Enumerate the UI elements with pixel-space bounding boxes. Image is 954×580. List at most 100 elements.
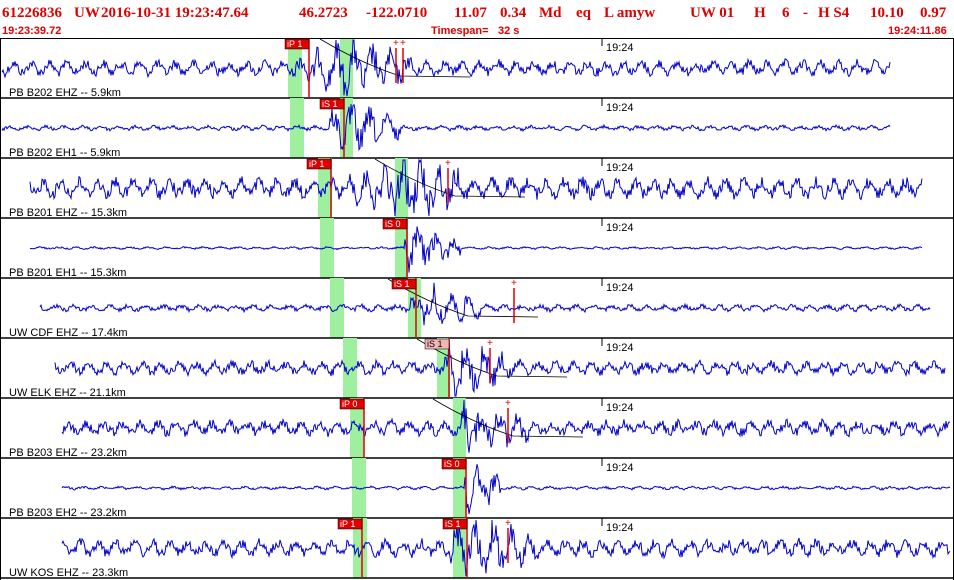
event-nphases: 6 <box>782 5 790 21</box>
timespan-value: 32 s <box>498 25 520 37</box>
phase-pick-label: iP 1 <box>287 39 302 49</box>
minute-label: 19:24 <box>606 42 634 54</box>
event-network: UW <box>74 5 100 21</box>
p-window-band <box>343 338 357 398</box>
end-time: 19:24:11.86 <box>888 25 947 37</box>
amplitude-plus: + <box>393 38 399 49</box>
timespan-label: Timespan= <box>431 25 489 37</box>
event-latitude: 46.2723 <box>299 5 348 21</box>
amplitude-plus: + <box>511 278 517 289</box>
channel-row[interactable]: 19:24 + + iP 1 PB B202 EHZ -- 5.9km <box>0 38 954 99</box>
waveform-trace <box>29 226 923 273</box>
minute-label: 19:24 <box>606 342 634 354</box>
event-id: 61226836 <box>2 5 62 21</box>
event-grade: H S4 <box>818 5 850 21</box>
phase-pick-box[interactable] <box>319 98 345 110</box>
phase-pick-label: iS 0 <box>444 459 460 469</box>
channel-distance: 15.3km <box>91 207 127 219</box>
phase-pick-box[interactable] <box>337 518 363 530</box>
phase-pick-box[interactable] <box>306 158 332 170</box>
channel-label: UW ELK EHZ -- 21.1km <box>9 387 126 399</box>
channel-label: UW CDF EHZ -- 17.4km <box>9 327 128 339</box>
channel-row[interactable]: 19:24 + iP 1 iS 1 UW KOS EHZ -- 23.3km <box>0 518 954 579</box>
p-window-band <box>352 458 366 518</box>
event-quality: H <box>754 5 766 21</box>
channel-distance: 23.2km <box>91 447 127 459</box>
phase-pick-box[interactable] <box>382 218 408 230</box>
waveform-trace <box>29 158 923 217</box>
waveform-trace <box>54 339 946 397</box>
channel-distance: 15.3km <box>90 267 126 279</box>
start-time: 19:23:39.72 <box>2 25 62 37</box>
amplitude-plus: + <box>400 38 406 49</box>
channel-row[interactable]: 19:24 + iP 0 PB B203 EHZ -- 23.2km <box>0 398 954 459</box>
waveform-trace <box>1 39 891 97</box>
event-flags: L amyw <box>604 5 656 21</box>
phase-pick-box[interactable] <box>441 458 467 470</box>
channel-row[interactable]: 19:24 + iS 1 UW CDF EHZ -- 17.4km <box>0 278 954 339</box>
waveform-trace <box>61 519 951 577</box>
phase-pick-label: iS 1 <box>427 339 443 349</box>
phase-pick-label: iS 0 <box>385 219 401 229</box>
event-header: 61226836 UW 2016-10-31 19:23:47.64 46.27… <box>0 0 954 38</box>
phase-pick-label: iP 1 <box>340 519 355 529</box>
channel-label: PB B203 EH2 -- 23.2km <box>9 507 126 519</box>
waveform-trace <box>61 400 951 453</box>
phase-pick-box[interactable] <box>391 278 417 290</box>
p-window-band <box>320 218 334 278</box>
minute-label: 19:24 <box>606 162 634 174</box>
waveform-trace <box>39 282 931 326</box>
phase-pick-box[interactable] <box>442 518 468 530</box>
waveform-trace <box>61 464 951 514</box>
channel-label: UW KOS EHZ -- 23.3km <box>9 567 128 579</box>
coda-envelope <box>432 398 584 438</box>
s-window-band <box>395 158 408 218</box>
minute-label: 19:24 <box>606 522 634 534</box>
event-rms: 0.97 <box>920 5 947 21</box>
channel-row[interactable]: 19:24 iS 0 PB B203 EH2 -- 23.2km <box>0 458 954 519</box>
event-magnitude: 0.34 <box>500 5 527 21</box>
phase-pick-label: iP 0 <box>342 399 357 409</box>
phase-pick-label: iP 1 <box>309 159 324 169</box>
phase-pick-box[interactable] <box>339 398 365 410</box>
channel-distance: 23.3km <box>92 567 128 579</box>
amplitude-plus: + <box>487 338 493 349</box>
coda-envelope <box>319 38 471 78</box>
minute-label: 19:24 <box>606 462 634 474</box>
waveform-trace <box>1 103 891 152</box>
minute-label: 19:24 <box>606 282 634 294</box>
phase-pick-box[interactable] <box>424 338 450 350</box>
p-window-band <box>350 398 364 458</box>
channel-row[interactable]: 19:24 iS 1 PB B202 EH1 -- 5.9km <box>0 98 954 159</box>
channel-row[interactable]: 19:24 + iP 1 PB B201 EHZ -- 15.3km <box>0 158 954 219</box>
phase-pick-label: iS 1 <box>322 99 338 109</box>
event-depth: 11.07 <box>454 5 487 21</box>
channel-distance: 5.9km <box>90 147 120 159</box>
event-gap: 10.10 <box>870 5 904 21</box>
p-window-band <box>288 38 302 98</box>
minute-label: 19:24 <box>606 402 634 414</box>
event-longitude: -122.0710 <box>366 5 428 21</box>
p-window-band <box>290 98 304 158</box>
p-window-band <box>353 518 367 578</box>
s-window-band <box>395 218 408 278</box>
p-window-band <box>318 158 332 218</box>
channel-distance: 5.9km <box>91 87 121 99</box>
time-range-line: 19:23:39.72 Timespan= 32 s 19:24:11.86 <box>0 24 954 38</box>
channel-label: PB B201 EH1 -- 15.3km <box>9 267 126 279</box>
channel-distance: 17.4km <box>91 327 127 339</box>
p-window-band <box>330 278 344 338</box>
event-source: UW 01 <box>690 5 735 21</box>
minute-label: 19:24 <box>606 222 634 234</box>
channel-row[interactable]: 19:24 + iS 1 UW ELK EHZ -- 21.1km <box>0 338 954 399</box>
channel-distance: 21.1km <box>90 387 126 399</box>
channel-row[interactable]: 19:24 iS 0 PB B201 EH1 -- 15.3km <box>0 218 954 279</box>
phase-pick-label: iS 1 <box>445 519 461 529</box>
channel-distance: 23.2km <box>90 507 126 519</box>
event-datetime: 2016-10-31 19:23:47.64 <box>101 5 249 21</box>
channel-label: PB B203 EHZ -- 23.2km <box>9 447 127 459</box>
channel-label: PB B201 EHZ -- 15.3km <box>9 207 127 219</box>
amplitude-plus: + <box>445 158 451 169</box>
seismogram-panel[interactable]: 19:24 + + iP 1 PB B202 EHZ -- 5.9km 19:24 iS 1… <box>0 38 954 580</box>
